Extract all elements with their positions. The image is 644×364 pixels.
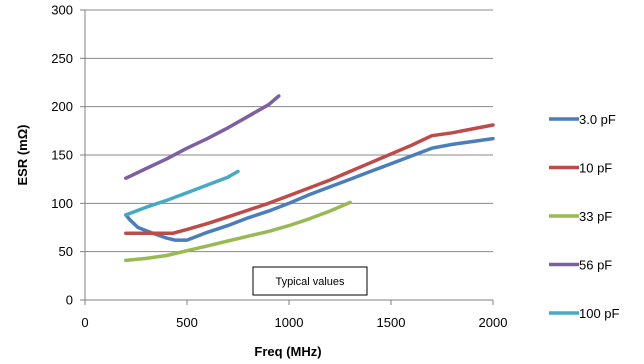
series-line-3-0-pf xyxy=(124,136,495,242)
series-line-56-pf xyxy=(124,94,281,180)
legend-label-3-0-pf: 3.0 pF xyxy=(579,112,616,127)
y-axis-title: ESR (mΩ) xyxy=(15,125,30,186)
legend-label-100-pf: 100 pF xyxy=(579,306,620,321)
annotation-box: Typical values xyxy=(252,266,368,296)
y-tick-label-0: 0 xyxy=(66,293,73,308)
legend-label-56-pf: 56 pF xyxy=(579,258,612,273)
x-tick-label-1000: 1000 xyxy=(275,315,304,330)
y-tick-label-100: 100 xyxy=(51,196,73,211)
legend: 3.0 pF 10 pF 33 pF 56 pF 100 pF xyxy=(549,112,620,321)
series-line-33-pf xyxy=(124,200,352,263)
x-tick-label-0: 0 xyxy=(81,315,88,330)
y-tick-label-50: 50 xyxy=(59,244,73,259)
series-line-100-pf xyxy=(124,169,240,217)
x-tick-label-2000: 2000 xyxy=(479,315,508,330)
legend-label-33-pf: 33 pF xyxy=(579,209,612,224)
annotation-frame xyxy=(252,266,368,296)
annotation-text: Typical values xyxy=(275,276,345,288)
y-tick-label-300: 300 xyxy=(51,3,73,18)
x-tick-label-500: 500 xyxy=(176,315,198,330)
plot-area xyxy=(124,94,495,263)
x-axis-title: Freq (MHz) xyxy=(254,344,321,359)
series-line-10-pf xyxy=(124,123,495,236)
tick-labels: 0 50 100 150 200 250 300 0 500 1000 1500 2000 xyxy=(51,3,507,331)
y-tick-label-150: 150 xyxy=(51,148,73,163)
x-tick-label-1500: 1500 xyxy=(377,315,406,330)
gridlines xyxy=(85,9,493,253)
y-tick-label-200: 200 xyxy=(51,99,73,114)
y-tick-label-250: 250 xyxy=(51,51,73,66)
legend-label-10-pf: 10 pF xyxy=(579,161,612,176)
axes xyxy=(80,9,494,305)
